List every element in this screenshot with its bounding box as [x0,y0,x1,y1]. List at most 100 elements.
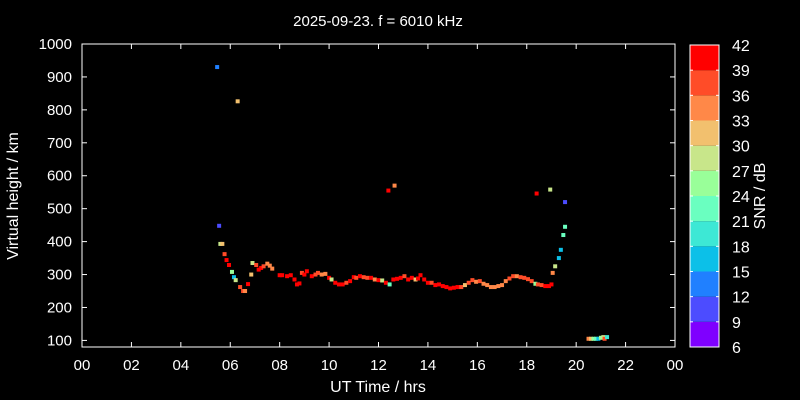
data-point [548,187,553,192]
data-point [511,274,516,279]
data-point [395,276,400,281]
data-point [507,276,512,281]
data-point [294,282,299,287]
x-tick-label: 08 [271,357,288,374]
data-point [596,336,601,341]
data-point [429,280,434,285]
y-tick-label: 400 [47,234,72,251]
data-point [280,273,285,278]
colorbar-swatch [690,170,719,196]
data-point [224,258,229,263]
data-point [233,278,238,283]
data-point [437,282,442,287]
data-point [563,224,568,229]
data-point [383,280,388,285]
data-point [474,279,479,284]
colorbar-swatch [690,70,719,96]
data-point [593,336,598,341]
x-tick-label: 10 [321,357,338,374]
data-point [496,284,501,289]
data-point [422,277,427,282]
data-point [391,277,396,282]
data-point [448,286,453,291]
data-point [372,277,377,282]
data-point [488,285,493,290]
data-point [265,261,270,266]
data-point [354,275,359,280]
data-point [392,183,397,188]
data-points [215,65,610,341]
x-axis: 00 02 04 06 08 10 12 14 16 18 20 22 00 [74,44,683,374]
colorbar-tick-label: 24 [732,189,750,206]
data-point [535,282,540,287]
data-point [227,262,232,267]
data-point [563,200,568,205]
data-point [525,277,530,282]
data-point [285,274,290,279]
data-point [586,336,591,341]
data-point [313,272,318,277]
data-point [522,275,527,280]
colorbar-swatch [690,321,719,347]
data-point [215,65,220,70]
chart-title: 2025-09-23. f = 6010 kHz [293,13,463,30]
data-point [299,270,304,275]
colorbar-tick-label: 18 [732,239,750,256]
data-point [246,282,251,287]
data-point [333,280,338,285]
data-point [387,282,392,287]
data-point [485,283,490,288]
data-point [357,274,362,279]
data-point [534,191,539,196]
data-point [261,264,266,269]
data-point [302,272,307,277]
y-tick-label: 700 [47,135,72,152]
plot-area [81,43,676,348]
y-tick-label: 1000 [39,36,72,53]
x-tick-label: 20 [568,357,585,374]
data-point [376,278,381,283]
data-point [549,282,554,287]
colorbar-swatch [690,271,719,297]
y-tick-label: 300 [47,267,72,284]
data-point [543,284,548,289]
data-point [398,275,403,280]
data-point [553,264,558,269]
data-point [440,284,445,289]
data-point [444,285,449,290]
colorbar-swatch [690,296,719,322]
data-point [351,275,356,280]
data-point [319,272,324,277]
data-point [288,273,293,278]
data-point [477,279,482,284]
colorbar-swatch [690,196,719,222]
data-point [433,283,438,288]
data-point [292,277,297,282]
data-point [455,285,460,290]
data-point [588,336,593,341]
y-tick-label: 800 [47,102,72,119]
data-point [598,335,603,340]
data-point [591,336,596,341]
colorbar-swatch [690,120,719,146]
y-tick-label: 600 [47,168,72,185]
x-tick-label: 04 [172,357,189,374]
data-point [277,273,282,278]
data-point [217,223,222,228]
data-point [309,274,314,279]
data-point [344,280,349,285]
data-point [243,289,248,294]
colorbar-tick-label: 9 [732,315,741,332]
data-point [602,336,607,341]
data-point [250,261,255,266]
data-point [539,283,544,288]
data-point [451,285,456,290]
colorbar-tick-label: 21 [732,214,750,231]
data-point [329,277,334,282]
colorbar-swatch [690,145,719,171]
data-point [418,273,423,278]
data-point [402,274,407,279]
data-point [503,279,508,284]
data-point [270,266,275,271]
